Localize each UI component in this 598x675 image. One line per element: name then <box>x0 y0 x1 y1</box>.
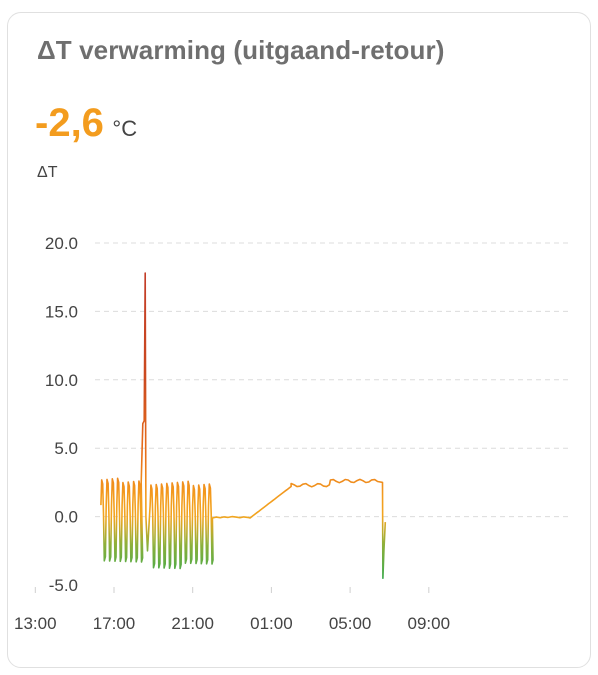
x-tick-label: 13:00 <box>14 614 57 633</box>
card-title: ΔT verwarming (uitgaand-retour) <box>37 35 445 65</box>
current-state: -2,6 °C <box>35 101 137 146</box>
x-tick-label: 21:00 <box>171 614 214 633</box>
y-axis: 20.0 15.0 10.0 5.0 0.0 -5.0 <box>45 234 78 595</box>
current-value: -2,6 <box>35 101 104 145</box>
grid-lines <box>95 242 572 518</box>
delta-t-series-line <box>100 272 387 580</box>
y-tick-label: 10.0 <box>45 371 78 390</box>
x-tick-label: 09:00 <box>408 614 451 633</box>
y-tick-label: -5.0 <box>49 576 78 595</box>
y-tick-label: 15.0 <box>45 302 78 321</box>
x-tick-label: 17:00 <box>93 614 136 633</box>
axis-unit-label: ΔT <box>37 164 58 181</box>
y-tick-label: 0.0 <box>54 508 78 527</box>
current-unit: °C <box>112 116 138 141</box>
y-tick-label: 20.0 <box>45 234 78 253</box>
series-line <box>100 272 387 580</box>
x-tick-label: 01:00 <box>250 614 293 633</box>
y-tick-label: 5.0 <box>54 439 78 458</box>
x-axis: 17:00 21:00 01:00 05:00 09:00 13:00 <box>14 587 450 633</box>
x-tick-label: 05:00 <box>329 614 372 633</box>
